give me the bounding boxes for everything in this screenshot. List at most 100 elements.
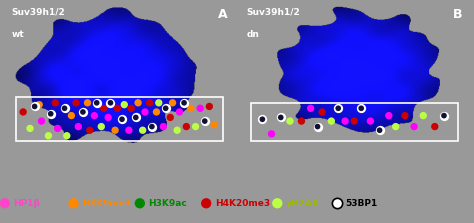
Point [132, 116, 139, 119]
Point [114, 107, 121, 110]
Text: H3K9me3: H3K9me3 [82, 199, 131, 208]
Point [132, 116, 139, 119]
Point [350, 119, 358, 123]
Point [169, 101, 176, 105]
Point [148, 125, 155, 128]
Point [210, 123, 218, 126]
Point [146, 101, 154, 105]
Point [61, 107, 68, 110]
Text: 53BP1: 53BP1 [345, 199, 377, 208]
Point [61, 107, 68, 110]
Text: A: A [218, 8, 228, 21]
Point [357, 107, 365, 110]
Point [366, 119, 374, 123]
Point [440, 114, 448, 117]
Point [286, 119, 294, 123]
Point [70, 202, 77, 205]
Point [258, 118, 266, 121]
Point [120, 103, 128, 106]
Point [118, 118, 126, 121]
Point [107, 101, 114, 105]
Point [328, 119, 335, 123]
Point [91, 114, 98, 117]
Point [180, 101, 188, 105]
Point [273, 202, 281, 205]
Point [180, 101, 188, 105]
Bar [251, 103, 458, 141]
Point [79, 110, 87, 114]
Point [392, 125, 400, 128]
Point [47, 112, 55, 116]
Point [440, 114, 448, 117]
Point [277, 116, 284, 119]
Text: B: B [453, 8, 462, 21]
Point [166, 116, 174, 119]
Point [268, 132, 275, 136]
Point [118, 118, 126, 121]
Point [107, 101, 114, 105]
Bar [16, 97, 223, 141]
Point [74, 125, 82, 128]
Point [357, 107, 365, 110]
Point [173, 128, 181, 132]
Point [134, 101, 142, 105]
Point [314, 125, 321, 128]
Point [319, 110, 326, 114]
Point [84, 101, 91, 105]
Point [187, 107, 195, 110]
Point [86, 128, 93, 132]
Point [68, 114, 75, 117]
Point [314, 125, 321, 128]
Point [1, 202, 9, 205]
Point [93, 101, 100, 105]
Point [141, 110, 149, 114]
Point [376, 128, 383, 132]
Point [202, 202, 210, 205]
Point [341, 119, 349, 123]
Point [36, 103, 43, 106]
Point [376, 128, 383, 132]
Point [26, 127, 34, 130]
Point [19, 110, 27, 114]
Point [45, 134, 52, 138]
Point [148, 125, 155, 128]
Point [153, 110, 160, 114]
Point [100, 107, 108, 110]
Point [192, 125, 200, 128]
Point [47, 112, 55, 116]
Point [196, 107, 204, 110]
Point [79, 110, 87, 114]
Text: dn: dn [246, 30, 259, 39]
Point [307, 107, 314, 110]
Point [111, 128, 119, 132]
Point [93, 101, 100, 105]
Point [128, 107, 135, 110]
Point [182, 125, 190, 128]
Point [38, 119, 46, 123]
Point [162, 107, 169, 110]
Point [401, 114, 409, 117]
Point [298, 119, 305, 123]
Point [72, 101, 80, 105]
Point [333, 202, 340, 205]
Point [31, 105, 38, 108]
Point [104, 116, 112, 119]
Point [201, 119, 209, 123]
Point [206, 105, 213, 108]
Text: H4K20me3: H4K20me3 [215, 199, 270, 208]
Point [54, 127, 62, 130]
Point [136, 202, 144, 205]
Point [277, 116, 284, 119]
Point [335, 107, 342, 110]
Text: H3K9ac: H3K9ac [148, 199, 187, 208]
Point [139, 128, 146, 132]
Point [258, 118, 266, 121]
Point [160, 125, 167, 128]
Text: Suv39h1/2: Suv39h1/2 [12, 8, 65, 17]
Point [98, 125, 105, 128]
Point [410, 125, 418, 128]
Text: HP1β: HP1β [13, 199, 40, 208]
Point [155, 101, 163, 105]
Point [431, 125, 438, 128]
Point [52, 101, 59, 105]
